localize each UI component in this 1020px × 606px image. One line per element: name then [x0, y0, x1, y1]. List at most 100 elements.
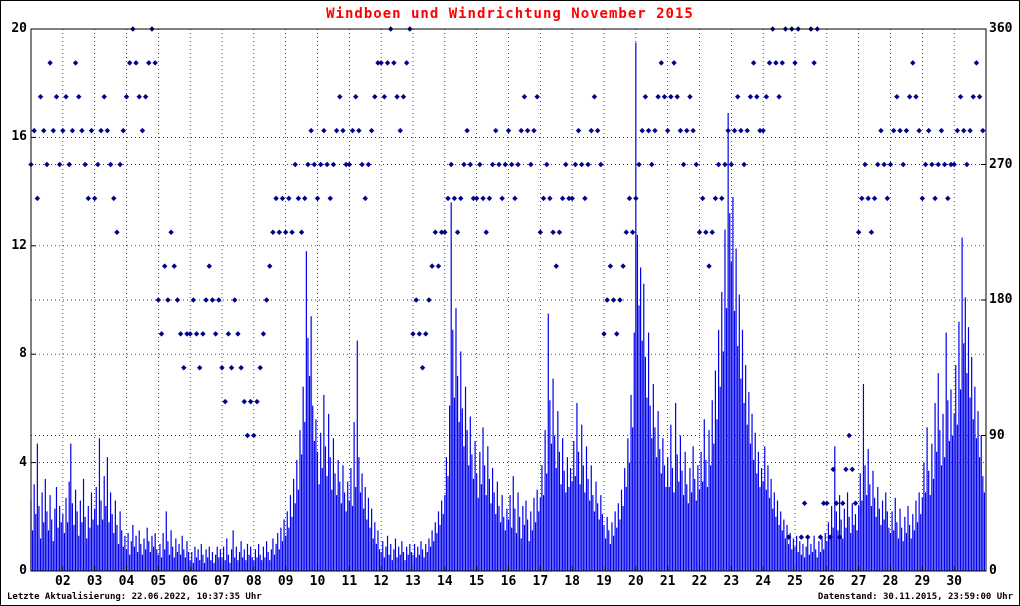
gust-bar — [807, 538, 809, 571]
gust-bar — [748, 392, 750, 571]
gust-bar — [582, 465, 584, 571]
gust-bar — [571, 481, 573, 571]
gust-bar — [737, 346, 739, 571]
gust-bar — [539, 497, 541, 571]
gust-bar — [799, 541, 801, 571]
gust-bar — [251, 557, 253, 571]
gust-bar — [671, 468, 674, 571]
gust-bar — [638, 305, 640, 571]
gust-bar — [371, 508, 373, 571]
x-axis-label: 13 — [405, 574, 421, 589]
direction-marker — [906, 94, 913, 100]
direction-marker — [801, 500, 808, 506]
gust-bar — [439, 524, 441, 571]
direction-marker — [582, 195, 588, 202]
gust-bar — [496, 481, 498, 571]
gust-bar — [894, 497, 896, 571]
gust-bar — [853, 524, 855, 571]
gust-bar — [399, 554, 401, 571]
gust-bar — [525, 500, 527, 571]
gust-bar — [431, 530, 433, 571]
gust-bar — [49, 495, 51, 571]
gust-bar — [213, 562, 215, 571]
gust-bar — [474, 440, 476, 571]
gust-bar — [522, 505, 524, 571]
direction-marker — [298, 229, 305, 235]
gust-bar — [751, 413, 753, 571]
gust-bar — [523, 524, 526, 571]
y-axis-label-left: 20 — [11, 21, 27, 36]
direction-marker — [368, 127, 375, 134]
gust-bar — [374, 522, 376, 571]
gust-bar — [867, 449, 869, 571]
gust-bar — [461, 408, 463, 571]
gust-bar — [815, 549, 817, 571]
direction-marker — [508, 161, 515, 168]
gust-bar — [288, 527, 290, 571]
gust-bar — [713, 443, 715, 571]
direction-marker — [219, 365, 225, 371]
direction-marker — [540, 195, 547, 202]
direction-marker — [397, 127, 403, 134]
direction-marker — [263, 297, 270, 303]
gust-bar — [730, 262, 732, 571]
direction-marker — [473, 195, 480, 202]
gust-bar — [757, 451, 759, 571]
gust-bar — [654, 427, 656, 571]
gust-bar — [423, 557, 425, 571]
gust-bar — [554, 435, 556, 571]
gust-bar — [692, 446, 694, 571]
gust-bar — [528, 541, 530, 571]
direction-marker — [270, 229, 276, 235]
direction-marker — [53, 94, 60, 100]
gust-bar — [106, 457, 108, 571]
x-axis-label: 30 — [946, 574, 962, 589]
gust-bar — [727, 113, 729, 571]
gust-bar — [767, 465, 769, 571]
gust-bar — [901, 527, 903, 571]
y-axis-label-right: 180 — [989, 292, 1013, 307]
gust-bar — [380, 552, 382, 571]
direction-marker — [72, 60, 79, 66]
gust-bar — [87, 505, 89, 571]
gust-bar — [829, 535, 831, 571]
gust-bar — [577, 451, 580, 571]
direction-marker — [104, 127, 111, 134]
gust-bar — [267, 552, 269, 571]
gust-bar — [617, 503, 619, 571]
direction-marker — [528, 161, 534, 168]
direction-marker — [980, 127, 986, 134]
gust-bar — [291, 516, 293, 571]
gust-bar — [254, 549, 257, 571]
direction-marker — [391, 60, 397, 66]
gust-bar — [928, 470, 930, 571]
gust-bar — [95, 486, 97, 571]
gust-bar — [515, 533, 518, 571]
direction-marker — [34, 195, 41, 202]
gust-bar — [875, 516, 877, 571]
direction-marker — [502, 161, 509, 168]
gust-bar — [463, 446, 465, 571]
x-axis-label: 23 — [723, 574, 740, 589]
gust-bar — [342, 465, 344, 571]
gust-bar — [418, 554, 420, 571]
direction-marker — [652, 127, 658, 134]
direction-marker — [372, 94, 378, 100]
gust-bar — [783, 519, 785, 571]
gust-bar — [499, 522, 502, 571]
gust-bar — [652, 384, 654, 571]
gust-bar — [722, 351, 724, 571]
gust-bar — [264, 557, 266, 571]
gust-bar — [547, 313, 549, 571]
direction-marker — [512, 195, 518, 202]
direction-marker — [133, 60, 139, 66]
gust-bar — [165, 511, 167, 571]
gust-bar — [71, 503, 73, 571]
gust-bar — [456, 375, 459, 571]
gust-bar — [90, 492, 93, 571]
gust-bar — [189, 560, 191, 571]
gust-bar — [826, 541, 828, 571]
gust-bar — [869, 484, 871, 571]
gust-bar — [585, 446, 588, 571]
direction-marker — [687, 94, 693, 100]
